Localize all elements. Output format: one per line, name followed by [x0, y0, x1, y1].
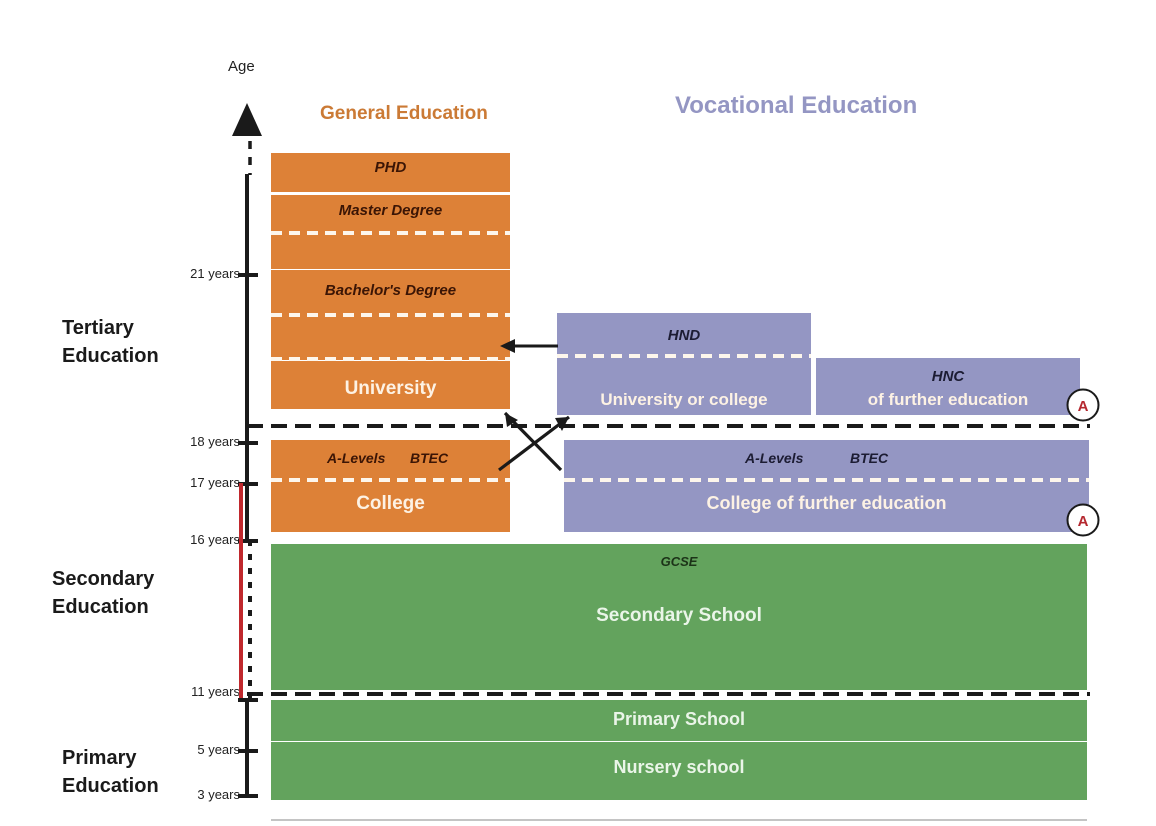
- svg-text:A: A: [1078, 398, 1089, 415]
- svg-text:A: A: [1078, 513, 1089, 530]
